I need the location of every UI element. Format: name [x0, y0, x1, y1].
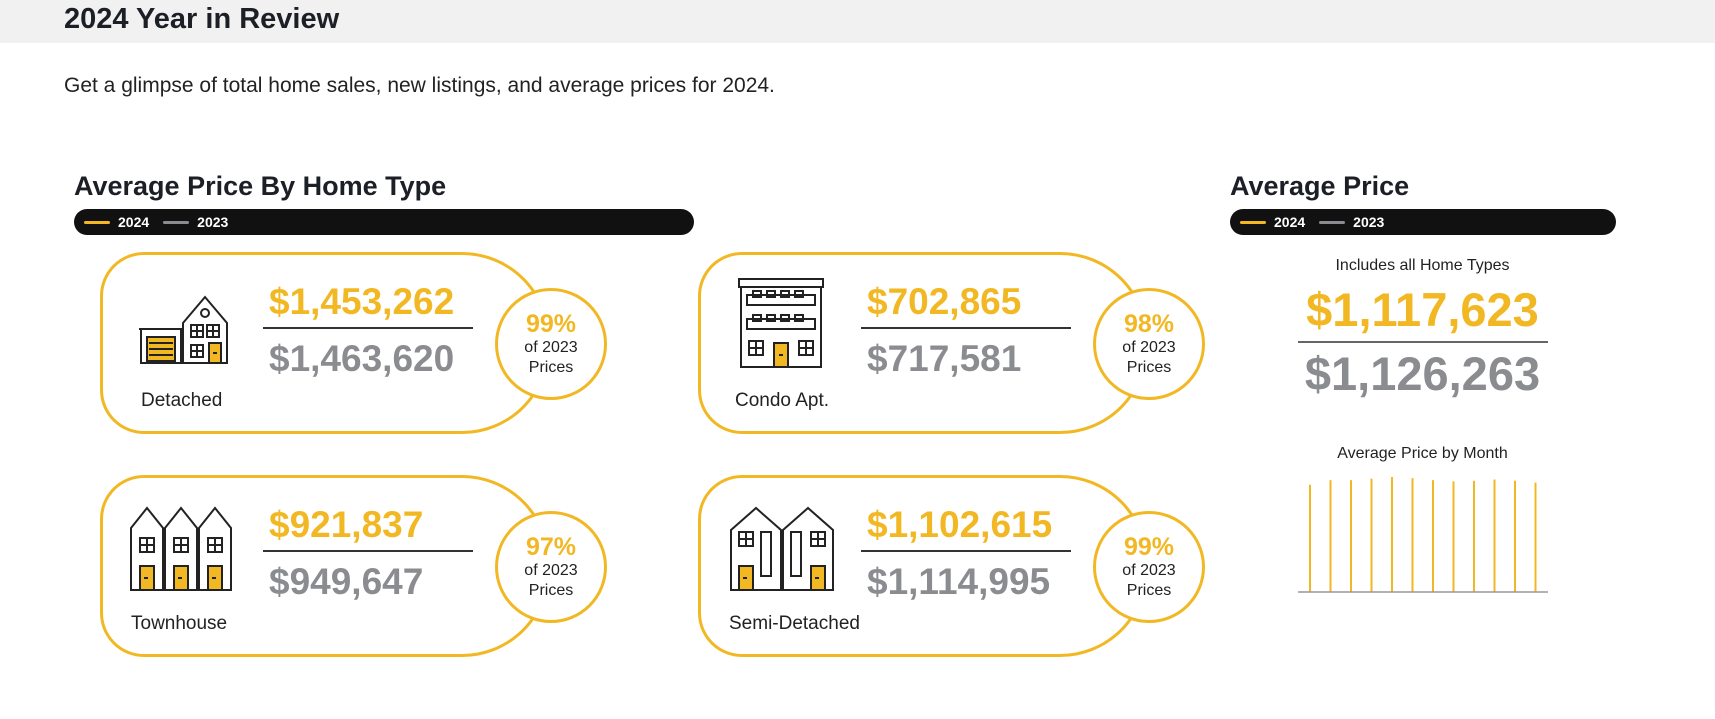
average-price-2024: $1,117,623: [1306, 283, 1539, 336]
average-price-section-title: Average Price: [1230, 171, 1410, 201]
legend-label-2024: 2024: [1274, 214, 1306, 230]
pct-value: 99%: [525, 310, 577, 338]
pct-caption: of 2023 Prices: [524, 339, 578, 376]
pct-badge: 98% of 2023 Prices: [1093, 288, 1205, 400]
price-2024: $1,102,615: [867, 504, 1053, 545]
pct-badge: 99% of 2023 Prices: [1093, 511, 1205, 623]
card-condo: Condo Apt. $702,865 $717,581 98% of 2023…: [698, 252, 1205, 434]
legend-swatch-2024: [84, 220, 110, 224]
month-bars: [1309, 477, 1537, 592]
price-2024: $921,837: [269, 504, 424, 545]
semi-detached-icon: [730, 506, 834, 591]
price-divider: [263, 327, 473, 329]
price-2024: $1,453,262: [269, 281, 455, 322]
home-type-section-title: Average Price By Home Type: [74, 171, 447, 201]
average-price-2023: $1,126,263: [1304, 347, 1541, 400]
card-semi-detached: Semi-Detached $1,102,615 $1,114,995 99% …: [698, 475, 1205, 657]
price-divider: [861, 550, 1071, 552]
legend-label-2023: 2023: [197, 214, 229, 230]
card-detached: Detached $1,453,262 $1,463,620 99% of 20…: [100, 252, 607, 434]
legend-label-2024: 2024: [118, 214, 150, 230]
price-2023: $1,463,620: [269, 338, 455, 379]
legend-swatch-2023: [163, 220, 190, 224]
pct-value: 98%: [1123, 310, 1175, 338]
pct-caption: of 2023 Prices: [524, 562, 578, 599]
legend-label-2023: 2023: [1353, 214, 1385, 230]
month-chart: [1298, 477, 1548, 593]
type-label: Detached: [141, 390, 223, 411]
month-chart-title: Average Price by Month: [1337, 445, 1508, 462]
type-label: Condo Apt.: [735, 390, 830, 411]
card-townhouse: Townhouse $921,837 $949,647 97% of 2023 …: [100, 475, 607, 657]
pct-badge: 99% of 2023 Prices: [495, 288, 607, 400]
price-2023: $949,647: [269, 561, 424, 602]
home-type-legend: 2024 2023: [74, 209, 694, 235]
pct-value: 99%: [1123, 533, 1175, 561]
header-bar: [0, 0, 1715, 43]
condo-building-icon: [738, 278, 824, 368]
price-2023: $717,581: [867, 338, 1022, 379]
price-2024: $702,865: [867, 281, 1022, 322]
townhouse-icon: [130, 506, 232, 591]
pct-caption: of 2023 Prices: [1122, 339, 1176, 376]
average-price-divider: [1298, 341, 1548, 343]
includes-label: Includes all Home Types: [1335, 257, 1510, 274]
page-subtitle: Get a glimpse of total home sales, new l…: [64, 74, 775, 97]
legend-swatch-2023: [1319, 220, 1346, 224]
type-label: Semi-Detached: [729, 613, 860, 634]
legend-swatch-2024: [1240, 220, 1266, 224]
type-label: Townhouse: [131, 613, 228, 634]
price-2023: $1,114,995: [867, 561, 1051, 602]
page-title: 2024 Year in Review: [64, 3, 340, 35]
house-icon: [139, 295, 228, 364]
pct-badge: 97% of 2023 Prices: [495, 511, 607, 623]
average-price-legend: 2024 2023: [1230, 209, 1616, 235]
price-divider: [861, 327, 1071, 329]
price-divider: [263, 550, 473, 552]
pct-caption: of 2023 Prices: [1122, 562, 1176, 599]
pct-value: 97%: [525, 533, 577, 561]
